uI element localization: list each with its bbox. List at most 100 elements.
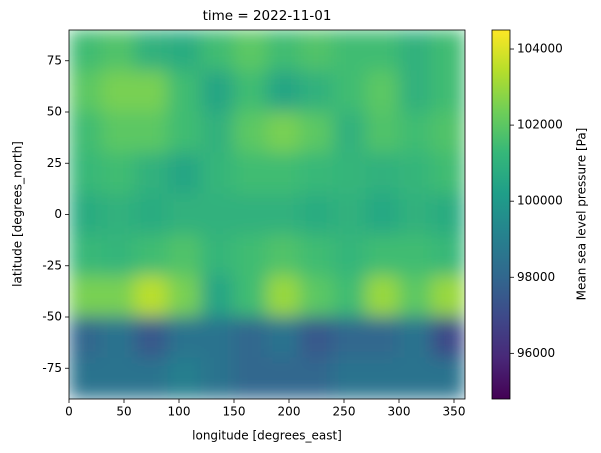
- y-tick-label: 50: [47, 105, 62, 119]
- heatmap-cell: [332, 234, 367, 277]
- y-axis-label: latitude [degrees_north]: [11, 141, 25, 287]
- y-tick-label: 75: [47, 53, 62, 67]
- heatmap-cell: [69, 152, 103, 195]
- heatmap-cell: [200, 30, 235, 72]
- heatmap-cell: [332, 152, 367, 195]
- heatmap-cell: [200, 193, 235, 236]
- heatmap: [69, 30, 465, 399]
- x-tick-label: 350: [443, 405, 466, 419]
- heatmap-cell: [266, 70, 301, 113]
- heatmap-cell: [266, 357, 301, 399]
- y-tick-label: -75: [42, 361, 62, 375]
- heatmap-cell: [167, 70, 202, 113]
- heatmap-cell: [167, 357, 202, 399]
- heatmap-cell: [266, 275, 301, 318]
- x-tick-label: 100: [168, 405, 191, 419]
- heatmap-cell: [299, 152, 334, 195]
- heatmap-cell: [365, 316, 400, 359]
- heatmap-cell: [167, 193, 202, 236]
- heatmap-cell: [299, 193, 334, 236]
- heatmap-cell: [101, 234, 136, 277]
- heatmap-cell: [69, 234, 103, 277]
- heatmap-cell: [332, 30, 367, 72]
- heatmap-cell: [134, 234, 169, 277]
- heatmap-cell: [101, 111, 136, 154]
- heatmap-cell: [431, 193, 465, 236]
- heatmap-cell: [299, 111, 334, 154]
- heatmap-cell: [233, 316, 268, 359]
- y-tick-label: -50: [42, 310, 62, 324]
- heatmap-cell: [200, 111, 235, 154]
- heatmap-cell: [233, 193, 268, 236]
- heatmap-cell: [101, 30, 136, 72]
- heatmap-cell: [200, 152, 235, 195]
- heatmap-cell: [365, 152, 400, 195]
- heatmap-cell: [233, 275, 268, 318]
- heatmap-cell: [69, 70, 103, 113]
- heatmap-cell: [398, 234, 433, 277]
- heatmap-cell: [398, 316, 433, 359]
- heatmap-cell: [69, 357, 103, 399]
- y-tick-label: 25: [47, 156, 62, 170]
- heatmap-cell: [299, 30, 334, 72]
- colorbar-label: Mean sea level pressure [Pa]: [575, 128, 589, 301]
- heatmap-cell: [431, 30, 465, 72]
- heatmap-cell: [266, 111, 301, 154]
- heatmap-cell: [332, 70, 367, 113]
- colorbar-tick-label: 104000: [517, 42, 563, 56]
- heatmap-cell: [431, 234, 465, 277]
- heatmap-cell: [431, 357, 465, 399]
- heatmap-cell: [134, 111, 169, 154]
- heatmap-cell: [398, 357, 433, 399]
- heatmap-cell: [69, 111, 103, 154]
- heatmap-cell: [398, 30, 433, 72]
- heatmap-cell: [200, 357, 235, 399]
- x-tick-label: 150: [223, 405, 246, 419]
- heatmap-cell: [233, 357, 268, 399]
- heatmap-cell: [266, 316, 301, 359]
- heatmap-cell: [233, 70, 268, 113]
- heatmap-cells: [69, 30, 465, 399]
- heatmap-cell: [266, 30, 301, 72]
- heatmap-cell: [299, 357, 334, 399]
- heatmap-cell: [101, 193, 136, 236]
- heatmap-cell: [200, 70, 235, 113]
- heatmap-cell: [69, 275, 103, 318]
- heatmap-cell: [365, 234, 400, 277]
- heatmap-cell: [332, 193, 367, 236]
- heatmap-cell: [167, 234, 202, 277]
- heatmap-cell: [299, 275, 334, 318]
- heatmap-cell: [299, 316, 334, 359]
- x-axis-label: longitude [degrees_east]: [192, 429, 342, 443]
- heatmap-cell: [233, 111, 268, 154]
- x-tick-label: 200: [278, 405, 301, 419]
- heatmap-cell: [365, 30, 400, 72]
- heatmap-cell: [233, 152, 268, 195]
- heatmap-cell: [101, 70, 136, 113]
- colorbar-tick-label: 98000: [517, 270, 555, 284]
- heatmap-cell: [431, 275, 465, 318]
- heatmap-cell: [299, 234, 334, 277]
- heatmap-cell: [134, 152, 169, 195]
- chart-title: time = 2022-11-01: [203, 8, 332, 24]
- heatmap-cell: [398, 111, 433, 154]
- heatmap-cell: [398, 275, 433, 318]
- heatmap-cell: [101, 357, 136, 399]
- x-tick-label: 50: [116, 405, 131, 419]
- heatmap-cell: [69, 30, 103, 72]
- heatmap-cell: [266, 234, 301, 277]
- heatmap-cell: [200, 275, 235, 318]
- colorbar-tick-label: 96000: [517, 346, 555, 360]
- heatmap-cell: [398, 70, 433, 113]
- heatmap-cell: [69, 193, 103, 236]
- heatmap-cell: [134, 357, 169, 399]
- heatmap-cell: [101, 152, 136, 195]
- heatmap-cell: [134, 193, 169, 236]
- y-tick-label: 0: [54, 207, 62, 221]
- heatmap-cell: [101, 275, 136, 318]
- heatmap-cell: [398, 193, 433, 236]
- heatmap-cell: [332, 111, 367, 154]
- heatmap-cell: [101, 316, 136, 359]
- heatmap-cell: [233, 234, 268, 277]
